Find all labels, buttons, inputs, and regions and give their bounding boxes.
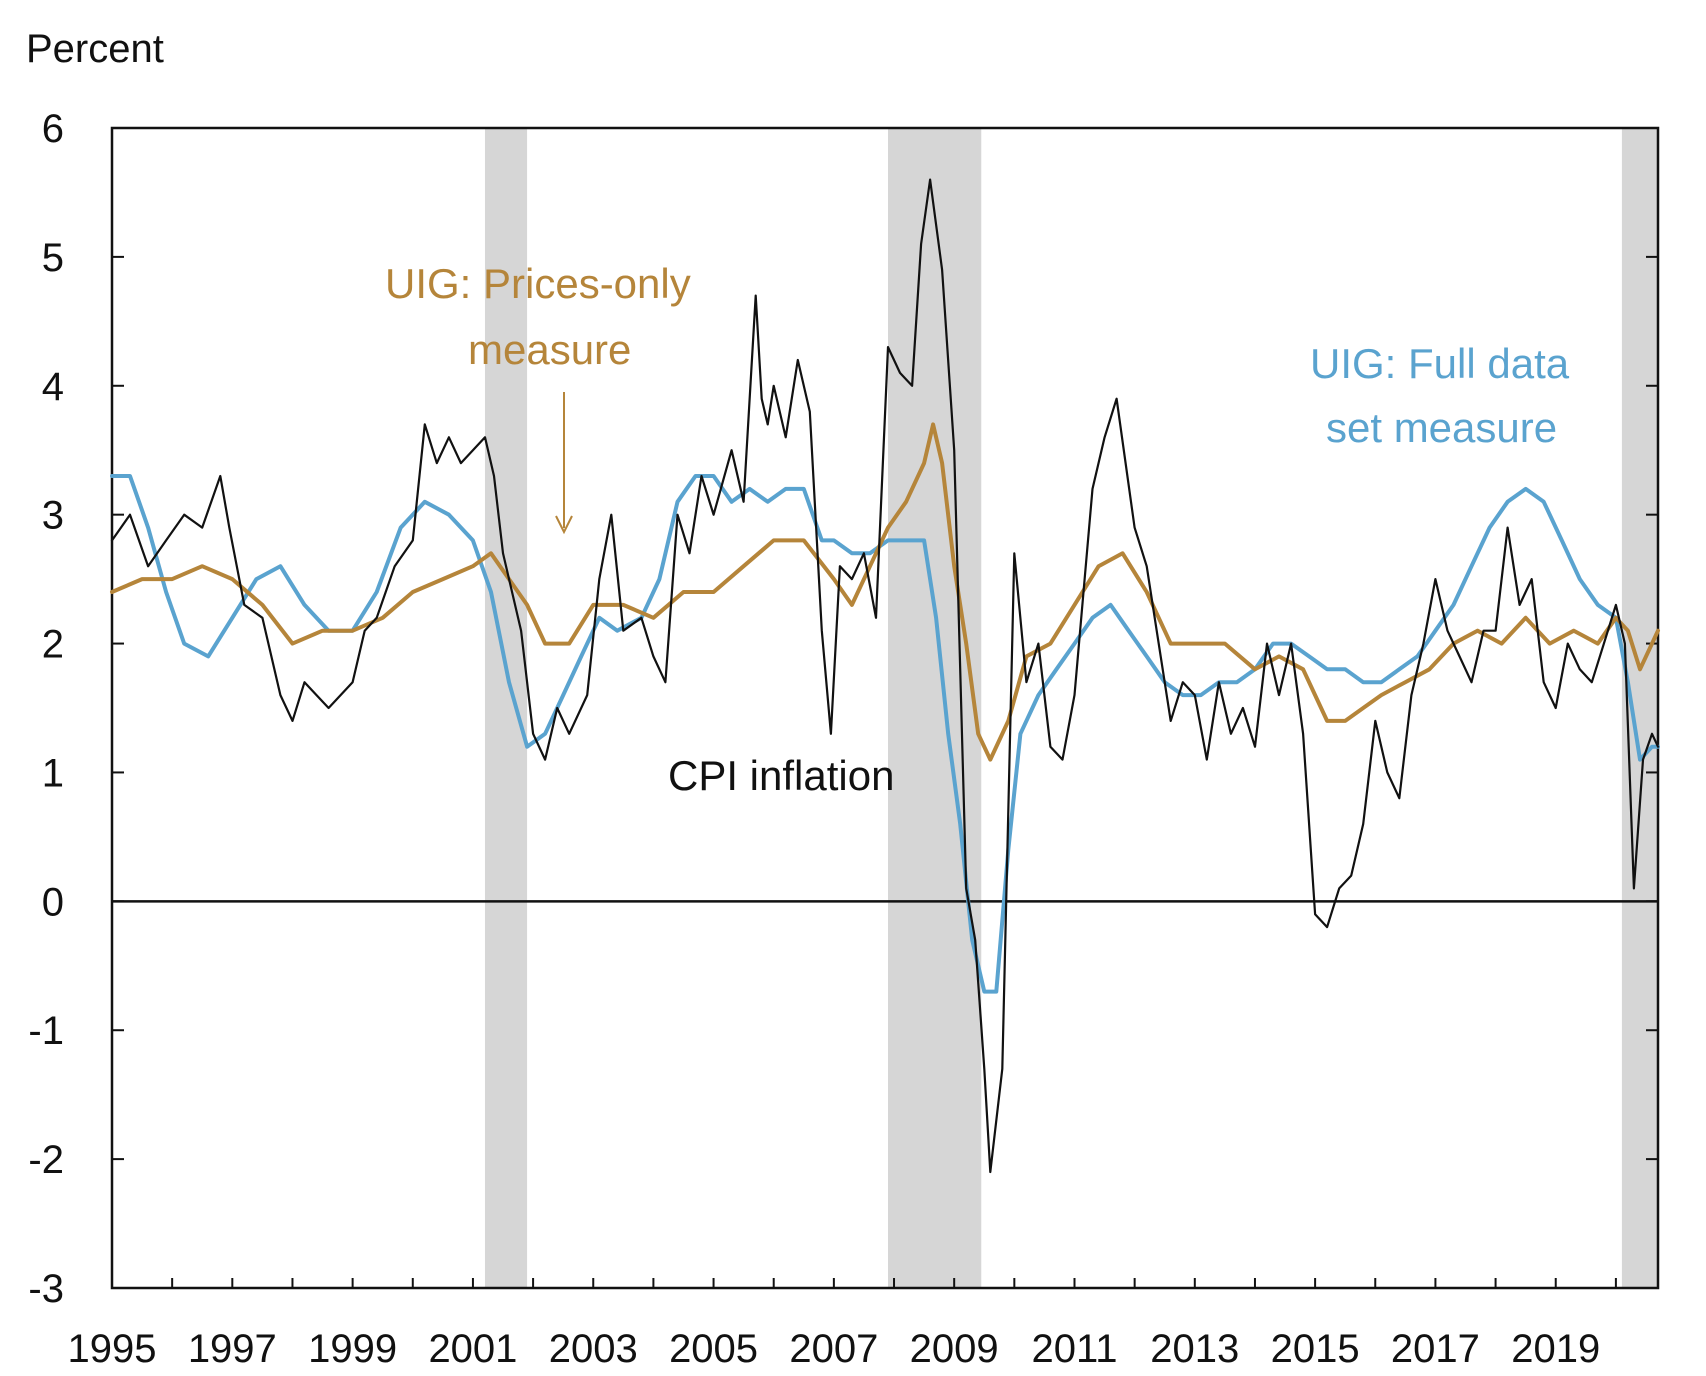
x-tick-label: 2007 — [789, 1327, 878, 1371]
x-tick-label: 1999 — [308, 1327, 397, 1371]
x-tick-label: 2001 — [428, 1327, 517, 1371]
x-tick-label: 2017 — [1391, 1327, 1480, 1371]
y-tick-label: 4 — [42, 365, 64, 409]
recession-shading — [484, 128, 1658, 1288]
recession-band-0 — [484, 128, 528, 1288]
recession-band-1 — [888, 128, 982, 1288]
y-tick-labels: 6 5 4 3 2 1 0 -1 -2 -3 — [28, 107, 64, 1311]
y-tick-label: 3 — [42, 494, 64, 538]
x-tick-label: 2003 — [549, 1327, 638, 1371]
series-line-prices — [110, 422, 1660, 762]
y-tick-label: 6 — [42, 107, 64, 151]
x-tick-label: 1995 — [68, 1327, 157, 1371]
y-tick-label: 0 — [42, 880, 64, 924]
full-data-annotation-line1: UIG: Full data — [1310, 340, 1570, 387]
full-data-annotation-line2: set measure — [1326, 404, 1557, 451]
x-tick-labels: 1995 1997 1999 2001 2003 2005 2007 2009 2011 2013… — [68, 1327, 1601, 1371]
plot-frame — [110, 126, 1660, 1290]
x-tick-label: 2005 — [669, 1327, 758, 1371]
x-tick-label: 2019 — [1511, 1327, 1600, 1371]
x-tick-label: 2009 — [910, 1327, 999, 1371]
y-tick-label: -3 — [28, 1267, 64, 1311]
y-tick-label: -2 — [28, 1138, 64, 1182]
y-tick-label: 1 — [42, 751, 64, 795]
axis-ticks — [111, 127, 1658, 1289]
series-line-full — [110, 474, 1660, 994]
y-tick-label: 2 — [42, 623, 64, 667]
x-tick-label: 2015 — [1271, 1327, 1360, 1371]
prices-only-annotation-line1: UIG: Prices-only — [385, 260, 691, 307]
series-lines — [110, 178, 1660, 1174]
x-tick-label: 1997 — [188, 1327, 277, 1371]
x-tick-label: 2011 — [1031, 1327, 1117, 1371]
x-tick-label: 2013 — [1150, 1327, 1239, 1371]
prices-only-annotation-line2: measure — [468, 326, 631, 373]
y-axis-unit-label: Percent — [26, 27, 164, 71]
prices-only-arrow — [555, 392, 573, 535]
series-line-cpi — [110, 178, 1660, 1174]
y-tick-label: -1 — [28, 1009, 64, 1053]
cpi-inflation-annotation: CPI inflation — [668, 752, 894, 799]
y-tick-label: 5 — [42, 236, 64, 280]
